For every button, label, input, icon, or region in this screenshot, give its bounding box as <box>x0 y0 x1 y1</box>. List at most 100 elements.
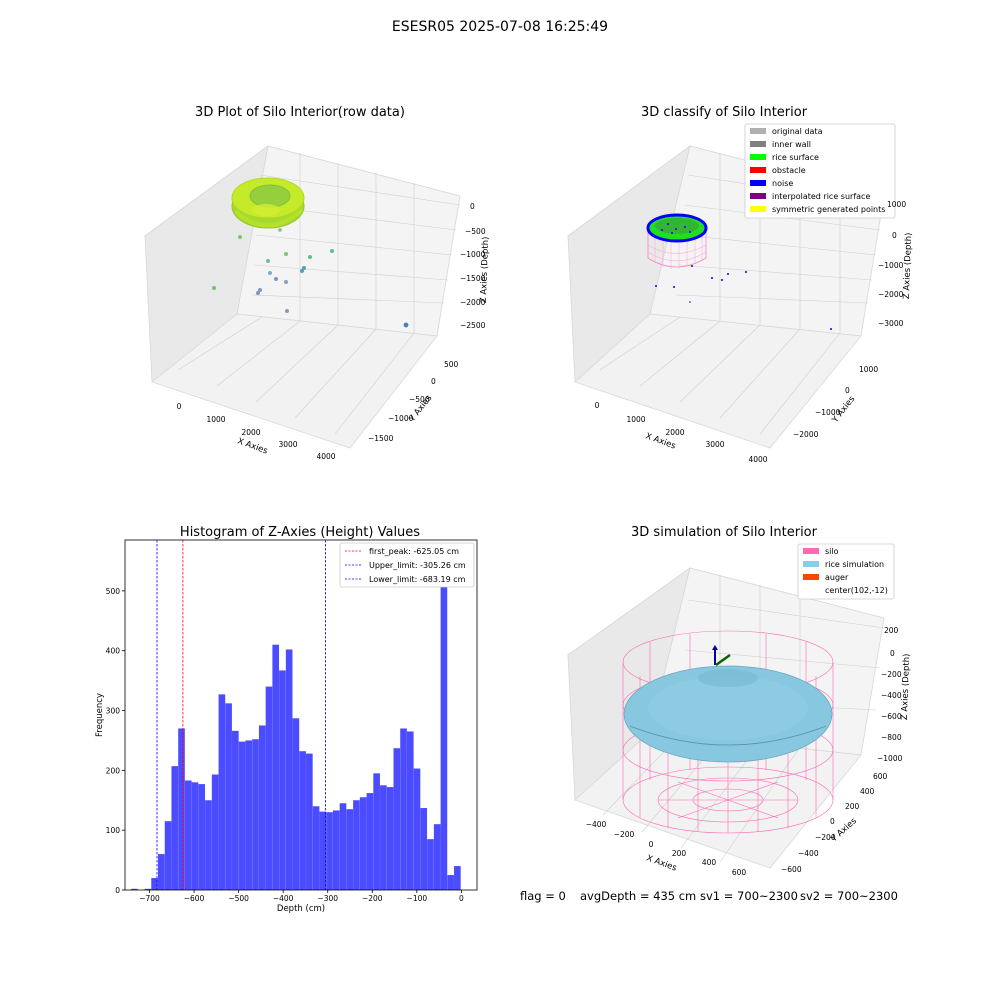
histogram-bar <box>279 670 286 890</box>
histogram-bar <box>211 774 219 890</box>
y-tick-label: 0 <box>115 886 120 895</box>
raw-axis-ticks: 0 1000 2000 3000 4000 500 0 −500 −1000 −… <box>177 202 486 461</box>
legend-label-upper-limit: Upper_limit: -305.26 cm <box>369 561 466 570</box>
raw-y-tick: −1000 <box>388 414 414 423</box>
raw-y-tick: 500 <box>444 360 459 369</box>
simulation-legend: silo rice simulation auger center(102,-1… <box>797 543 895 600</box>
histogram-bar <box>346 809 354 890</box>
histogram-y-ticks: 0 100 200 300 400 500 <box>106 587 125 895</box>
histogram-bar <box>164 821 172 890</box>
histogram-bar <box>218 694 226 890</box>
classify-x-tick: 4000 <box>748 455 767 464</box>
raw-z-tick: −2500 <box>460 321 486 330</box>
simulation-legend-box <box>797 543 895 600</box>
legend-label-center: center(102,-12) <box>825 586 888 595</box>
simulation-z-axis-label: Z Axies (Depth) <box>900 653 912 720</box>
raw-z-tick: −1500 <box>460 274 486 283</box>
classify-x-tick: 2000 <box>665 428 684 437</box>
auger-marker <box>712 645 731 667</box>
x-tick-label: −200 <box>362 894 383 903</box>
histogram-bar <box>306 753 313 890</box>
histogram-legend-box <box>339 542 475 588</box>
classify-y-tick: −1000 <box>815 408 841 417</box>
simulation-x-tick: 600 <box>732 868 747 877</box>
legend-label-obstacle: obstacle <box>772 166 806 175</box>
classify-z-tick: −1000 <box>878 261 904 270</box>
histogram-bar <box>158 854 165 890</box>
simulation-x-tick: −200 <box>614 830 635 839</box>
histogram-y-axis-label: Frequency <box>95 693 105 737</box>
simulation-x-tick: 400 <box>702 858 717 867</box>
legend-label-first-peak: first_peak: -625.05 cm <box>369 547 459 556</box>
histogram-bar <box>238 741 246 890</box>
x-tick-label: −700 <box>139 894 160 903</box>
histogram-bar <box>299 751 306 890</box>
simulation-3d-plot: 3D simulation of Silo Interior <box>567 525 912 877</box>
legend-label-auger: auger <box>825 573 849 582</box>
legend-swatch-rice-surface <box>750 154 766 160</box>
legend-label-interpolated-rice-surface: interpolated rice surface <box>772 192 870 201</box>
histogram-bar <box>332 810 340 890</box>
histogram-bar <box>312 806 320 890</box>
histogram-bar <box>205 800 212 890</box>
histogram-bar <box>440 557 448 890</box>
histogram-bar <box>373 773 380 890</box>
histogram-bar <box>184 780 192 890</box>
legend-label-original-data: original data <box>772 127 823 136</box>
legend-swatch-original-data <box>750 128 766 134</box>
raw-x-tick: 4000 <box>316 452 335 461</box>
histogram-bar <box>285 649 293 890</box>
histogram-bar <box>191 782 199 890</box>
simulation-y-tick: 600 <box>873 772 888 781</box>
histogram-bar <box>433 824 441 890</box>
flag-status: flag = 0 <box>520 889 566 903</box>
raw-z-axis-label: Z Axies (Depth) <box>479 236 491 303</box>
legend-swatch-symmetric-generated-points <box>750 206 766 212</box>
classify-y-tick: 0 <box>845 386 850 395</box>
classify-silo-cylinder <box>646 213 708 269</box>
y-tick-label: 200 <box>106 766 121 775</box>
histogram-bar <box>131 888 138 890</box>
legend-swatch-rice-simulation <box>803 561 819 567</box>
histogram-bar <box>171 766 179 890</box>
simulation-z-tick: −200 <box>881 670 902 679</box>
raw-rice-ring <box>231 177 305 229</box>
classify-axis-ticks: 0 1000 2000 3000 4000 1000 0 −1000 −2000… <box>595 200 907 464</box>
simulation-z-tick: −400 <box>881 691 902 700</box>
histogram-bar <box>292 718 300 890</box>
histogram-bar <box>420 808 428 890</box>
raw-x-tick: 2000 <box>241 428 260 437</box>
legend-label-noise: noise <box>772 179 793 188</box>
histogram-bar <box>406 731 414 890</box>
histogram-legend: first_peak: -625.05 cm Upper_limit: -305… <box>339 542 475 588</box>
histogram-x-ticks: −700 −600 −500 −400 −300 −200 −100 0 <box>139 890 464 903</box>
simulation-axis-ticks: −400 −200 0 200 400 600 600 400 200 0 −2… <box>586 626 903 877</box>
raw-scatter-points <box>212 228 409 328</box>
legend-label-symmetric-generated-points: symmetric generated points <box>772 205 885 214</box>
raw-y-tick: −500 <box>409 395 430 404</box>
raw-x-tick: 1000 <box>206 415 225 424</box>
histogram-bar <box>393 748 401 890</box>
y-tick-label: 500 <box>106 587 121 596</box>
legend-label-lower-limit: Lower_limit: -683.19 cm <box>369 575 466 584</box>
raw-y-tick: 0 <box>431 377 436 386</box>
classify-x-tick: 3000 <box>705 440 724 449</box>
raw-z-tick: −1000 <box>460 250 486 259</box>
legend-swatch-obstacle <box>750 167 766 173</box>
classify-x-tick: 0 <box>595 401 600 410</box>
histogram-bar <box>198 784 206 890</box>
classify-z-tick: −2000 <box>878 290 904 299</box>
x-tick-label: −600 <box>184 894 205 903</box>
histogram-bar <box>319 811 327 890</box>
raw-x-axis-label: X Axies <box>236 436 269 456</box>
histogram-bar <box>178 728 185 890</box>
classify-axes-panes <box>567 145 885 449</box>
histogram-bar <box>353 800 360 890</box>
histogram-bar <box>232 730 239 890</box>
histogram-bar <box>359 797 367 890</box>
histogram-bars <box>131 557 461 890</box>
classify-plot-title: 3D classify of Silo Interior <box>641 105 808 120</box>
rice-simulation-surface <box>623 665 833 763</box>
histogram-frame <box>124 539 478 891</box>
